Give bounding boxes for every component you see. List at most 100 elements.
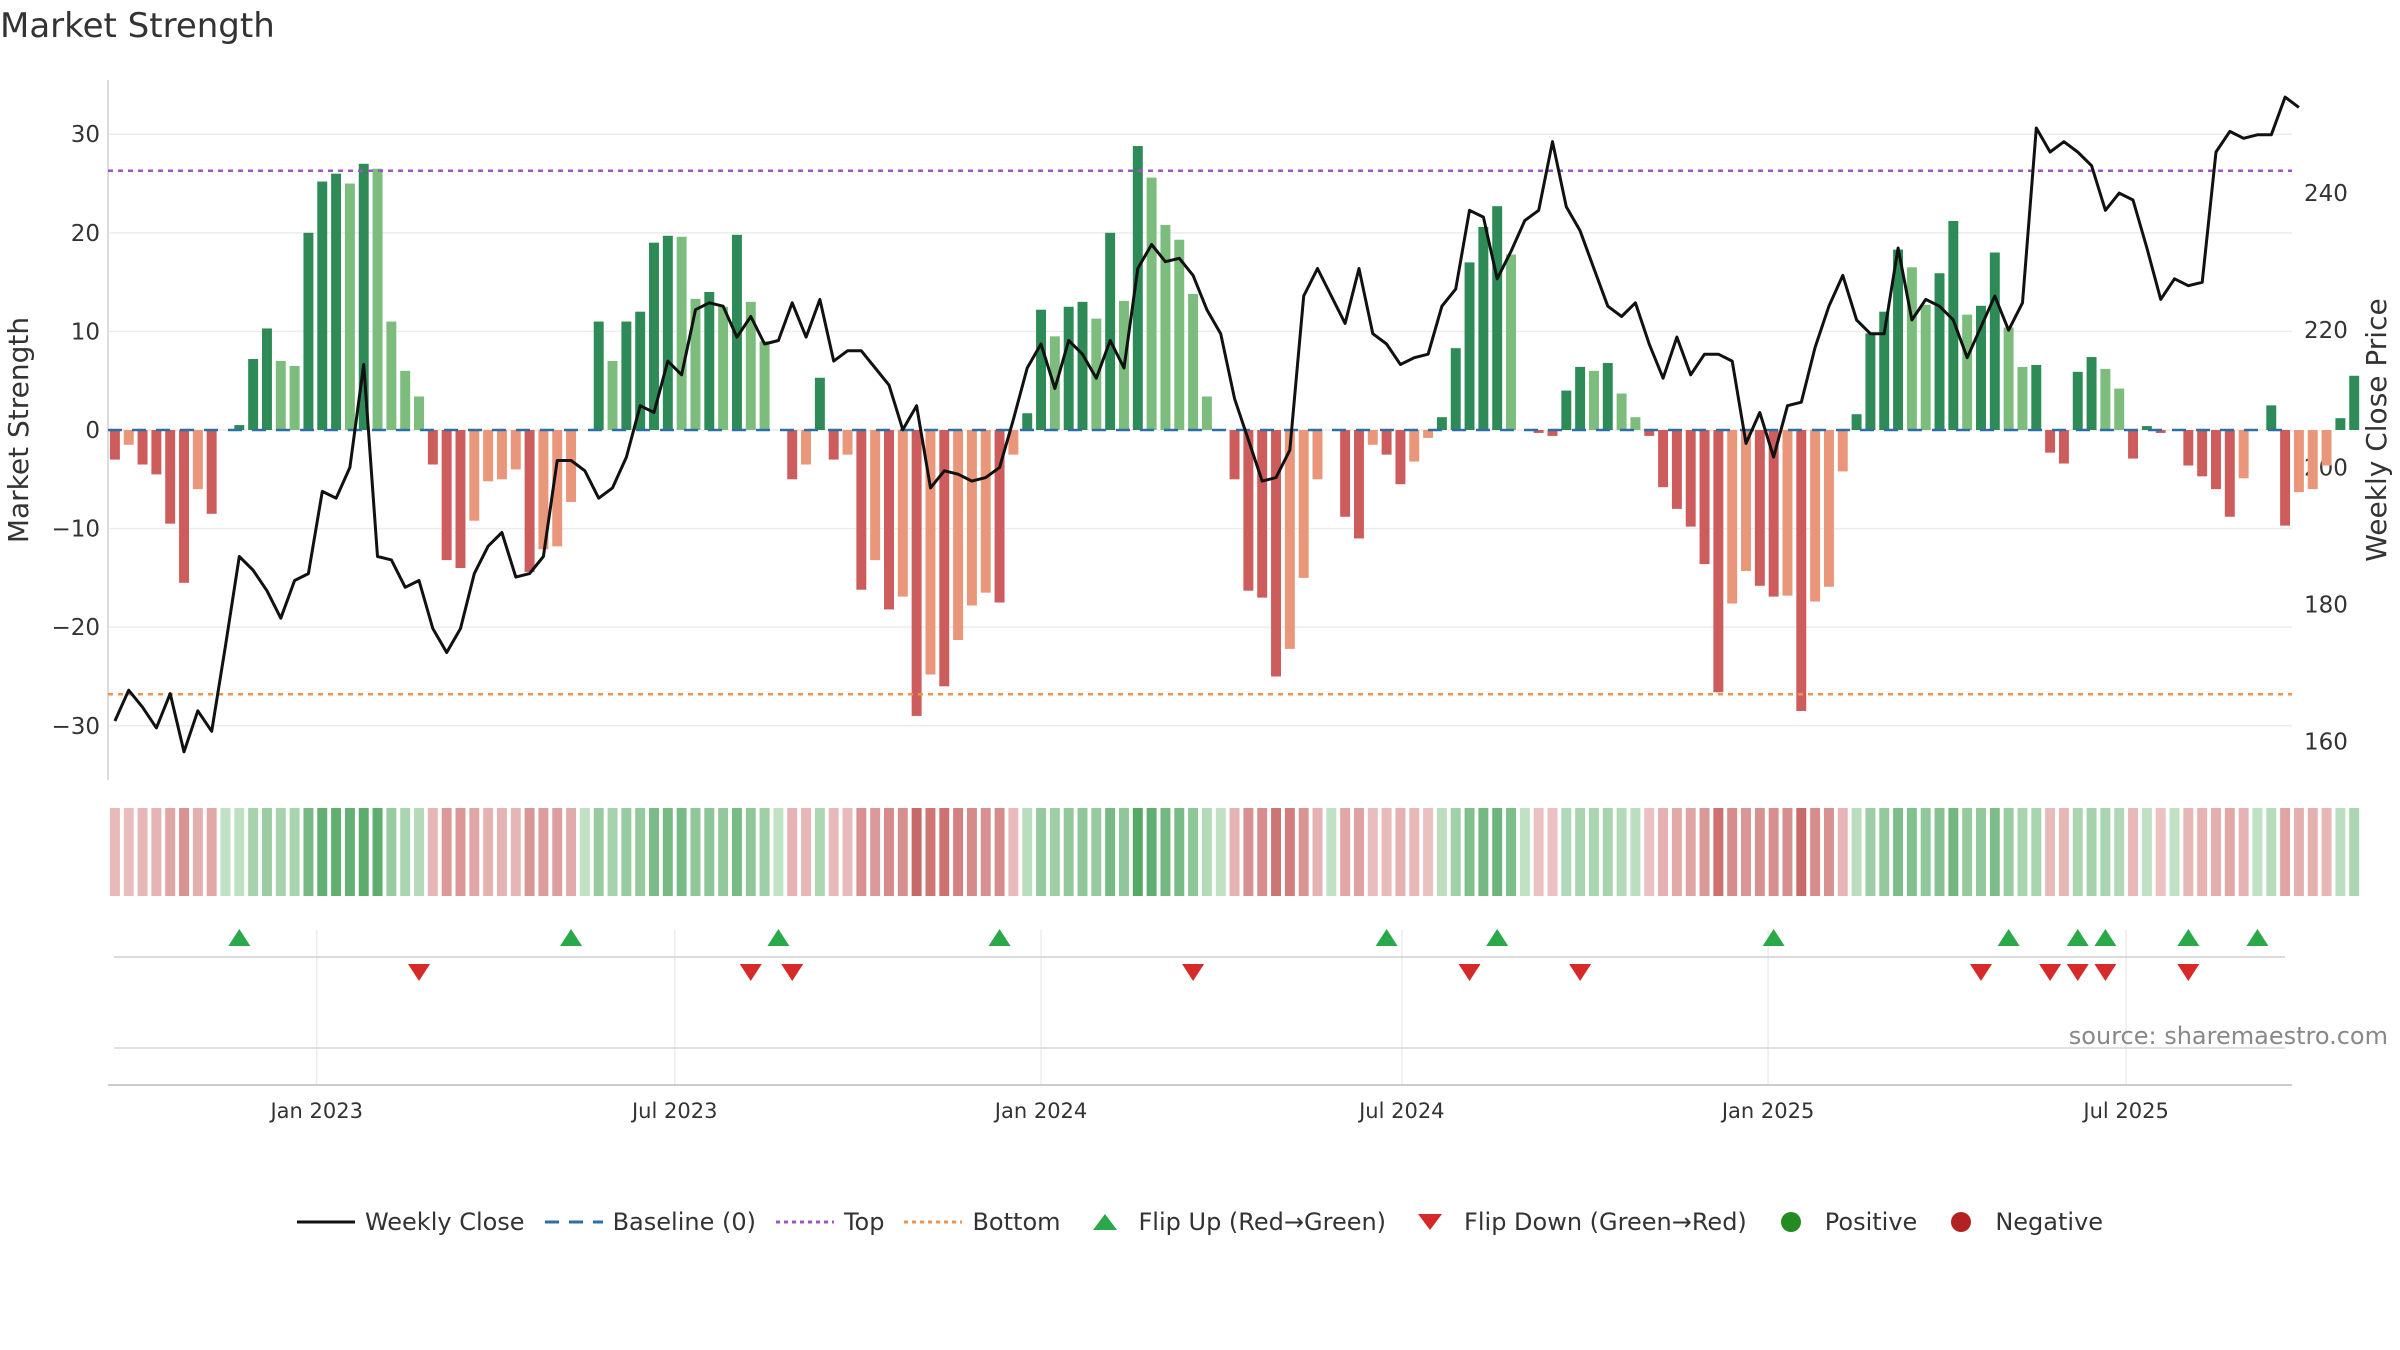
strength-bar [192, 430, 203, 490]
heat-strip-cell [1962, 808, 1973, 896]
heat-strip-cell [925, 808, 936, 896]
heat-strip-cell [1754, 808, 1765, 896]
flip-down-marker [2177, 964, 2200, 981]
heat-strip-cell [109, 808, 120, 896]
heat-strip-cell [980, 808, 991, 896]
y-tick-label-left: −20 [51, 615, 100, 641]
strength-bar [2086, 357, 2097, 430]
strength-bar [745, 301, 756, 430]
strength-bar [1879, 311, 1890, 430]
heat-strip-cell [261, 808, 272, 896]
strength-bar [1022, 413, 1033, 430]
strength-bar [358, 163, 369, 431]
heat-strip-cell [1837, 808, 1848, 896]
source-credit: source: sharemaestro.com [2069, 1022, 2388, 1050]
x-tick-label: Jul 2024 [1357, 1099, 1444, 1123]
heat-strip-cell [2155, 808, 2166, 896]
strength-bar [2280, 430, 2291, 526]
heat-strip-cell [358, 808, 369, 896]
strength-bar [1395, 430, 1406, 485]
heat-strip-cell [1436, 808, 1447, 896]
strength-bar [1188, 293, 1199, 430]
heat-strip-cell [2058, 808, 2069, 896]
strength-bar [2197, 430, 2208, 477]
heat-strip-cell [1616, 808, 1627, 896]
heat-strip-cell [2003, 808, 2014, 896]
heat-strip-cell [2307, 808, 2318, 896]
heat-strip-cell [773, 808, 784, 896]
heat-strip-cell [690, 808, 701, 896]
strength-bar [1906, 267, 1917, 430]
strength-bar [897, 430, 908, 597]
heat-strip-cell [1782, 808, 1793, 896]
flip-up-marker [2177, 929, 2200, 946]
heat-strip-cell [1395, 808, 1406, 896]
strength-bar [1063, 306, 1074, 430]
heat-strip-cell [579, 808, 590, 896]
strength-bar [1243, 430, 1254, 591]
strength-bar [1754, 430, 1765, 586]
flip-down-marker [2066, 964, 2089, 981]
heat-strip-cell [344, 808, 355, 896]
heat-strip-cell [1215, 808, 1226, 896]
heat-strip-cell [2197, 808, 2208, 896]
strength-bar [1948, 220, 1959, 430]
heat-strip-cell [1423, 808, 1434, 896]
heat-strip-cell [137, 808, 148, 896]
heat-strip-cell [745, 808, 756, 896]
heat-strip-cell [1865, 808, 1876, 896]
heat-strip-cell [2238, 808, 2249, 896]
heat-strip-cell [801, 808, 812, 896]
heat-strip-cell [1948, 808, 1959, 896]
heat-strip-cell [2045, 808, 2056, 896]
flip-up-marker [988, 929, 1011, 946]
heat-strip-cell [1174, 808, 1185, 896]
strength-bar [414, 396, 424, 430]
strength-bar [344, 183, 355, 430]
heat-strip-cell [441, 808, 452, 896]
heat-strip-cell [496, 808, 507, 896]
strength-bar [2114, 388, 2125, 430]
heat-strip-cell [1312, 808, 1323, 896]
heat-strip-cell [1367, 808, 1378, 896]
heat-strip-cell [911, 808, 922, 896]
heat-strip-cell [704, 808, 715, 896]
heat-strip-cell [275, 808, 286, 896]
heat-strip-cell [1727, 808, 1738, 896]
strength-bar [1976, 305, 1986, 430]
heat-strip-cell [2183, 808, 2194, 896]
heat-strip-cell [1906, 808, 1917, 896]
heat-strip-cell [2321, 808, 2332, 896]
y-tick-label-left: 0 [85, 418, 100, 444]
strength-bar [787, 430, 798, 480]
y-tick-label-right: 180 [2304, 592, 2348, 618]
strength-bar [1506, 254, 1516, 430]
heat-strip-cell [1188, 808, 1199, 896]
x-tick-label: Jan 2025 [1720, 1099, 1815, 1123]
strength-bar [289, 365, 300, 430]
flip-down-marker [1969, 964, 1992, 981]
heat-strip-cell [2335, 808, 2346, 896]
heat-strip-cell [787, 808, 798, 896]
legend-item: Flip Down (Green→Red) [1406, 1208, 1747, 1236]
heat-strip-cell [1851, 808, 1862, 896]
heat-strip-cell [372, 808, 383, 896]
legend-item: Baseline (0) [544, 1208, 756, 1236]
strength-bar [828, 430, 839, 460]
strength-bar [939, 430, 950, 687]
strength-bar [2224, 430, 2235, 517]
heat-strip-cell [1644, 808, 1655, 896]
strength-bar [1132, 146, 1143, 430]
heat-strip-cell [1492, 808, 1503, 896]
strength-bar [1602, 362, 1613, 430]
weekly-close-line [113, 95, 2300, 754]
strength-bar [510, 430, 521, 470]
heat-strip-cell [1036, 808, 1047, 896]
strength-bar [911, 430, 922, 716]
y-tick-label-right: 240 [2304, 181, 2348, 207]
strength-bar [1423, 430, 1434, 438]
heat-strip-cell [939, 808, 950, 896]
heat-strip-cell [1976, 808, 1986, 896]
strength-bar [275, 360, 286, 430]
strength-bar [884, 430, 894, 610]
